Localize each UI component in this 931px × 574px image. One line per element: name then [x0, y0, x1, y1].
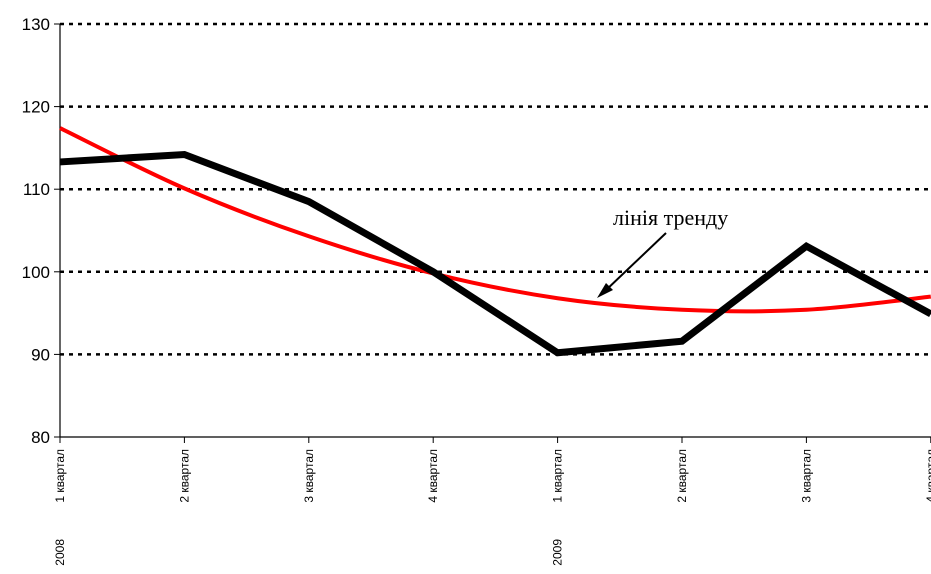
x-tick-label: 3 квартал: [302, 449, 316, 503]
x-tick-label: 4 квартал: [924, 449, 931, 503]
gridlines: [60, 22, 931, 356]
x-tick-label: 2 квартал: [177, 449, 191, 503]
y-tick-label: 90: [31, 345, 50, 364]
y-tick-label: 130: [22, 15, 50, 34]
year-label: 2009: [551, 539, 565, 566]
x-tick-label: 1 квартал: [551, 449, 565, 503]
data-point: [681, 340, 683, 342]
data-point: [59, 161, 61, 163]
series-layer: [59, 126, 931, 357]
y-tick-label: 80: [31, 428, 50, 447]
x-tick-label: 4 квартал: [426, 449, 440, 503]
trend-annotation-arrowhead: [597, 283, 613, 298]
annotation-layer: лінія тренду: [597, 205, 728, 298]
y-tick-label: 120: [22, 98, 50, 117]
data-point: [805, 245, 807, 247]
x-tick-label: 3 квартал: [799, 449, 813, 503]
data-point: [432, 271, 434, 273]
trend-line: [59, 126, 931, 314]
trend-annotation-label: лінія тренду: [613, 205, 728, 230]
x-axis: 1 квартал 2 квартал 3 квартал 4 квартал 1 кв…: [53, 436, 931, 566]
y-tick-label: 100: [22, 263, 50, 282]
data-point: [308, 201, 310, 203]
data-point: [557, 352, 559, 354]
x-tick-label: 1 квартал: [53, 449, 67, 503]
y-tick-label: 110: [23, 180, 50, 199]
data-point: [183, 154, 185, 156]
trend-annotation-arrow: [603, 232, 667, 293]
x-tick-label: 2 квартал: [675, 449, 689, 503]
series-line: [59, 150, 931, 357]
y-axis: 80 90 100 110 120 130: [22, 15, 61, 447]
year-label: 2008: [53, 539, 67, 566]
